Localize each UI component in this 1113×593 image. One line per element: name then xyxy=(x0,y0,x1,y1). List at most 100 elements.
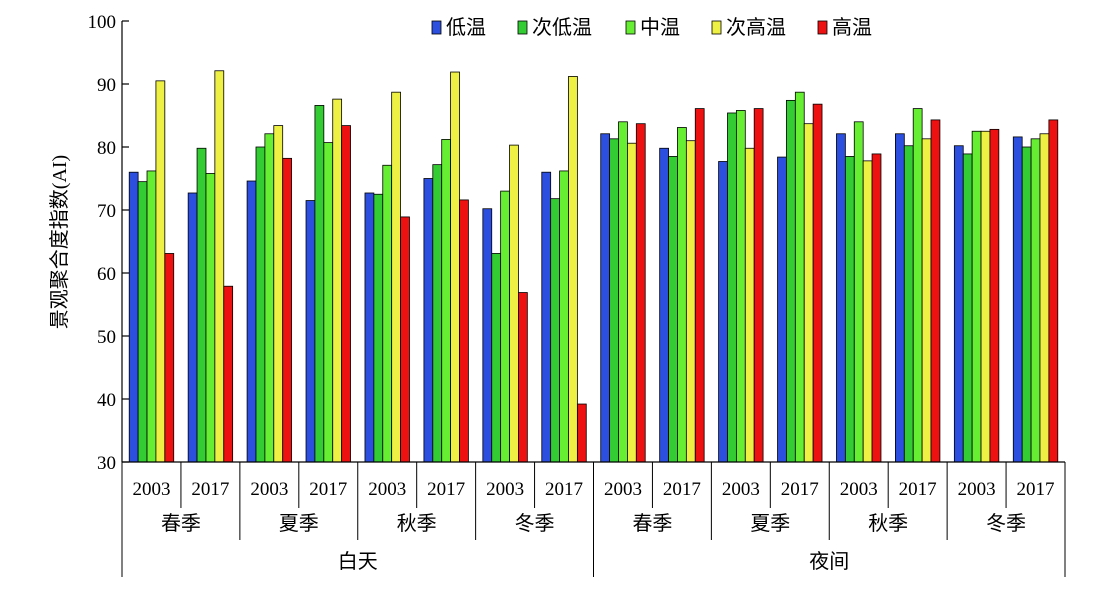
legend-label-中温: 中温 xyxy=(640,16,680,39)
bar-次低温-10 xyxy=(668,156,678,463)
bar-次低温-13 xyxy=(844,156,855,463)
bar-中温-10 xyxy=(677,127,687,463)
bar-低温-8 xyxy=(541,171,552,463)
legend-swatch-中温 xyxy=(625,20,636,35)
bar-次高温-7 xyxy=(509,144,519,463)
x-axis-labels: 2003 2017 2003 2017 2003 2017 2003 2017 2003 2017… xyxy=(121,462,1066,577)
bar-次高温-12 xyxy=(803,123,814,463)
year-label-1: 2003 xyxy=(132,479,170,500)
year-label-3: 2003 xyxy=(250,479,288,500)
bar-次低温-1 xyxy=(137,181,148,463)
bar-低温-15 xyxy=(953,145,964,463)
year-label-6: 2017 xyxy=(427,479,465,500)
y-tick-label-40: 40 xyxy=(97,390,116,411)
season-label-7: 秋季 xyxy=(868,512,908,535)
y-axis-label: 景观聚合度指数(AI) xyxy=(48,155,71,329)
bar-次高温-5 xyxy=(391,91,401,463)
bar-次低温-15 xyxy=(962,153,973,463)
year-label-2: 2017 xyxy=(191,479,229,500)
y-tick-label-70: 70 xyxy=(97,201,116,222)
bar-高温-6 xyxy=(459,199,469,463)
year-label-12: 2017 xyxy=(781,479,819,500)
bar-中温-11 xyxy=(735,110,746,463)
bar-中温-13 xyxy=(853,121,864,463)
bar-次低温-11 xyxy=(727,112,737,463)
year-label-5: 2003 xyxy=(368,479,406,500)
legend-swatch-次高温 xyxy=(711,20,722,35)
bar-中温-8 xyxy=(559,170,569,463)
legend-swatch-次低温 xyxy=(517,20,528,35)
bar-低温-16 xyxy=(1012,136,1023,463)
bar-低温-6 xyxy=(423,178,434,463)
bar-高温-11 xyxy=(753,108,764,463)
y-tick-label-30: 30 xyxy=(97,453,116,474)
bar-高温-9 xyxy=(635,123,646,463)
bar-次高温-3 xyxy=(273,125,284,463)
year-label-10: 2017 xyxy=(663,479,701,500)
bar-次低温-4 xyxy=(314,105,325,463)
legend-item-低温: 低温 xyxy=(431,16,486,39)
bar-低温-12 xyxy=(777,156,787,463)
bar-次高温-16 xyxy=(1039,133,1050,463)
bar-低温-4 xyxy=(305,200,316,463)
legend: 低温 次低温 中温 次高温 高温 xyxy=(431,16,872,39)
bar-高温-7 xyxy=(518,292,528,463)
bar-低温-5 xyxy=(364,192,375,463)
bar-中温-6 xyxy=(441,139,452,463)
season-label-2: 夏季 xyxy=(279,512,319,535)
bar-低温-7 xyxy=(482,208,493,463)
y-tick-label-60: 60 xyxy=(97,264,116,285)
legend-label-低温: 低温 xyxy=(446,16,486,39)
year-label-15: 2003 xyxy=(958,479,996,500)
year-label-9: 2003 xyxy=(604,479,642,500)
bar-中温-12 xyxy=(794,91,805,463)
bar-次高温-10 xyxy=(685,140,696,463)
legend-label-次高温: 次高温 xyxy=(726,16,786,39)
season-label-8: 冬季 xyxy=(986,512,1026,535)
bar-次高温-2 xyxy=(214,70,225,463)
bar-中温-5 xyxy=(382,164,393,463)
legend-swatch-高温 xyxy=(817,20,828,35)
period-label-1: 白天 xyxy=(338,550,378,573)
bar-高温-8 xyxy=(576,403,587,463)
bar-高温-15 xyxy=(989,128,1000,463)
y-tick-label-100: 100 xyxy=(88,12,117,33)
bar-高温-1 xyxy=(164,253,175,463)
bar-次高温-11 xyxy=(744,147,755,463)
year-label-14: 2017 xyxy=(899,479,937,500)
bar-次高温-9 xyxy=(627,142,637,463)
bar-低温-1 xyxy=(128,171,139,463)
legend-item-高温: 高温 xyxy=(817,16,872,39)
bar-中温-4 xyxy=(323,142,334,463)
bar-次低温-5 xyxy=(373,193,384,463)
bar-高温-2 xyxy=(223,285,234,463)
bar-次高温-1 xyxy=(155,80,166,463)
bar-次高温-13 xyxy=(862,160,873,463)
bar-次低温-14 xyxy=(903,145,914,463)
year-label-16: 2017 xyxy=(1017,479,1055,500)
bar-次高温-6 xyxy=(450,71,460,463)
year-label-4: 2017 xyxy=(309,479,347,500)
y-tick-label-90: 90 xyxy=(97,75,116,96)
bar-中温-14 xyxy=(912,108,923,463)
bar-中温-3 xyxy=(264,133,275,463)
season-label-3: 秋季 xyxy=(397,512,437,535)
bar-次低温-2 xyxy=(196,147,207,463)
bar-高温-3 xyxy=(282,157,292,463)
legend-swatch-低温 xyxy=(431,20,442,35)
bar-低温-3 xyxy=(246,180,257,463)
bar-高温-16 xyxy=(1048,119,1059,463)
legend-item-次高温: 次高温 xyxy=(711,16,786,39)
bar-次低温-8 xyxy=(550,198,560,463)
y-tick-label-50: 50 xyxy=(97,327,116,348)
bar-中温-1 xyxy=(146,170,157,463)
bar-次低温-16 xyxy=(1021,146,1032,463)
bar-次高温-15 xyxy=(980,130,991,463)
bar-高温-10 xyxy=(694,108,705,463)
bar-次低温-9 xyxy=(609,138,619,463)
bar-低温-11 xyxy=(718,161,728,463)
bar-低温-9 xyxy=(600,133,611,463)
bar-中温-16 xyxy=(1030,138,1041,463)
bar-高温-14 xyxy=(930,119,941,463)
